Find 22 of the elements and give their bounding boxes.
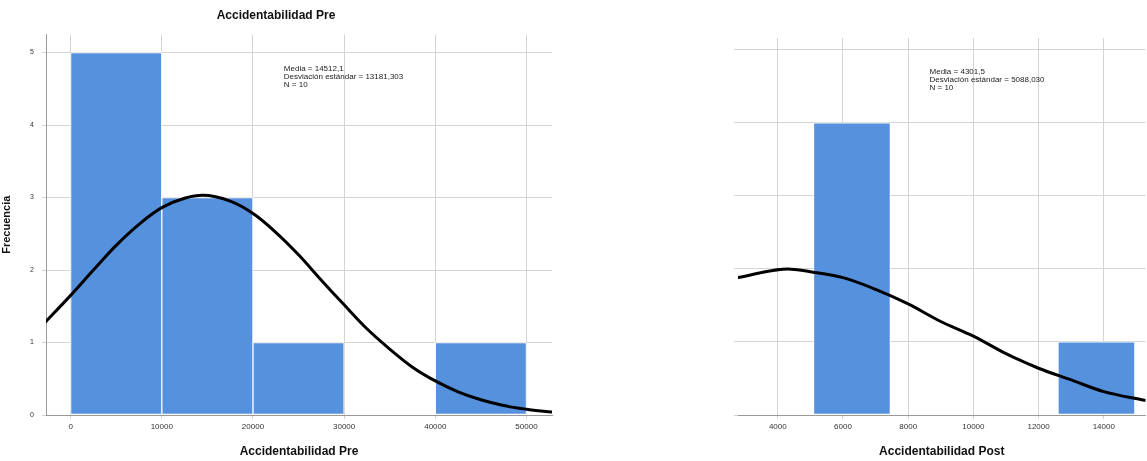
x-tick-label: 12000 bbox=[1027, 422, 1051, 431]
x-axis-title: Accidentabilidad Pre bbox=[239, 444, 359, 459]
text: Media = 4301,5 bbox=[929, 67, 986, 77]
x-tick-label: 50000 bbox=[515, 422, 539, 431]
x-tick-label: 8000 bbox=[899, 422, 918, 431]
chart-title: Accidentabilidad Pre bbox=[216, 7, 336, 22]
text: N = 10 bbox=[929, 83, 954, 93]
y-axis-title: Frecuencia bbox=[0, 194, 12, 254]
x-tick-label: 30000 bbox=[333, 422, 356, 431]
x-tick-label: 14000 bbox=[1092, 422, 1116, 431]
annotation: N = 10 bbox=[283, 79, 309, 89]
x-tick-label: 20000 bbox=[241, 422, 265, 431]
x-tick-label: 6000 bbox=[834, 422, 853, 431]
x-axis-title: Accidentabilidad Post bbox=[879, 444, 1005, 459]
x-tick-label: 10000 bbox=[962, 422, 986, 431]
x-tick-label: 0 bbox=[68, 422, 74, 431]
text: Desviación estándar = 5088,030 bbox=[929, 75, 1046, 85]
annotation: Media = 14512,1 bbox=[283, 63, 345, 73]
x-tick-label: 10000 bbox=[150, 422, 174, 431]
x-tick-label: 4000 bbox=[768, 422, 788, 431]
annotation: Desviación estándar = 13181,303 bbox=[283, 71, 404, 81]
x-tick-label: 40000 bbox=[424, 422, 447, 431]
